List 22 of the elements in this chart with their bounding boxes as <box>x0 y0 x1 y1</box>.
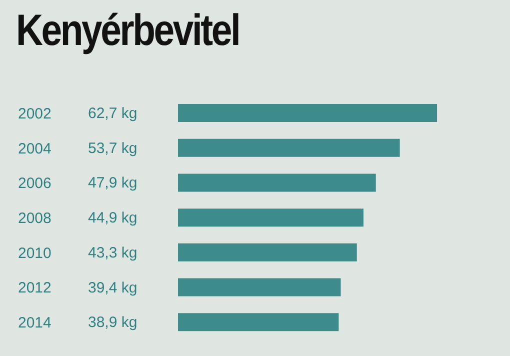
bar <box>178 243 357 262</box>
bar <box>178 138 400 157</box>
data-label: 53,7 kg <box>88 140 138 157</box>
chart-title: Kenyérbevitel <box>16 6 240 56</box>
y-tick-label: 2006 <box>18 175 52 192</box>
y-tick-label: 2008 <box>18 210 52 227</box>
y-tick-label: 2010 <box>18 244 52 262</box>
y-tick-label: 2004 <box>18 140 52 158</box>
data-label: 47,9 kg <box>88 174 138 192</box>
data-label: 38,9 kg <box>88 314 138 332</box>
bar <box>178 313 339 332</box>
bar <box>178 174 376 192</box>
y-tick-label: 2012 <box>18 280 52 297</box>
bar <box>178 104 437 122</box>
data-label: 44,9 kg <box>88 210 138 227</box>
data-label: 39,4 kg <box>88 279 138 296</box>
data-label: 43,3 kg <box>88 244 138 262</box>
y-tick-label: 2014 <box>18 314 52 332</box>
data-label: 62,7 kg <box>88 105 138 122</box>
bar <box>178 208 364 227</box>
y-tick-label: 2002 <box>18 105 52 122</box>
bar <box>178 278 341 296</box>
